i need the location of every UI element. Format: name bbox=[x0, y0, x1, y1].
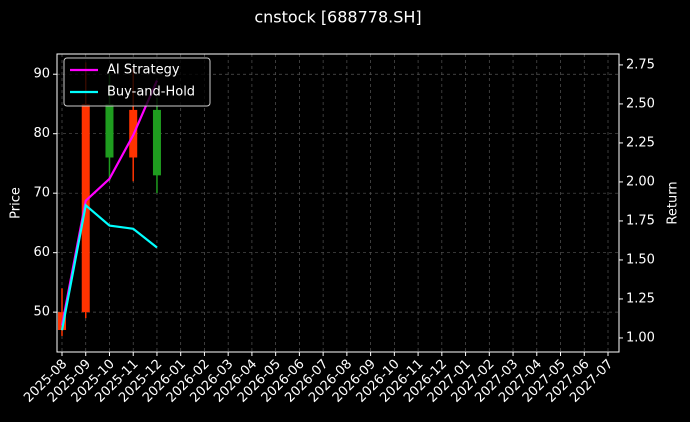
series-line bbox=[60, 203, 158, 331]
y2-tick-label: 2.25 bbox=[626, 135, 655, 150]
y-tick-label: 60 bbox=[33, 245, 50, 260]
y-tick-label: 90 bbox=[33, 67, 50, 82]
legend-box bbox=[63, 57, 211, 107]
legend-label: Buy-and-Hold bbox=[107, 85, 195, 100]
y2-tick-label: 1.75 bbox=[626, 213, 655, 228]
legend-label: AI Strategy bbox=[107, 63, 180, 78]
plot-frame bbox=[56, 53, 620, 353]
y2-tick-label: 2.75 bbox=[626, 57, 655, 72]
y2-tick-label: 1.25 bbox=[626, 291, 655, 306]
y-tick-label: 70 bbox=[33, 186, 50, 201]
y2-axis-label: Return bbox=[666, 181, 681, 224]
y2-tick-label: 1.00 bbox=[626, 330, 655, 345]
candle-body bbox=[105, 103, 114, 158]
y2-tick-label: 1.50 bbox=[626, 252, 655, 267]
y-tick-label: 50 bbox=[33, 305, 50, 320]
y2-tick-label: 2.50 bbox=[626, 96, 655, 111]
y-axis-label: Price bbox=[9, 187, 24, 219]
y-tick-label: 80 bbox=[33, 126, 50, 141]
candle-body bbox=[152, 109, 161, 176]
chart-title: cnstock [688778.SH] bbox=[254, 8, 421, 27]
y2-tick-label: 2.00 bbox=[626, 174, 655, 189]
